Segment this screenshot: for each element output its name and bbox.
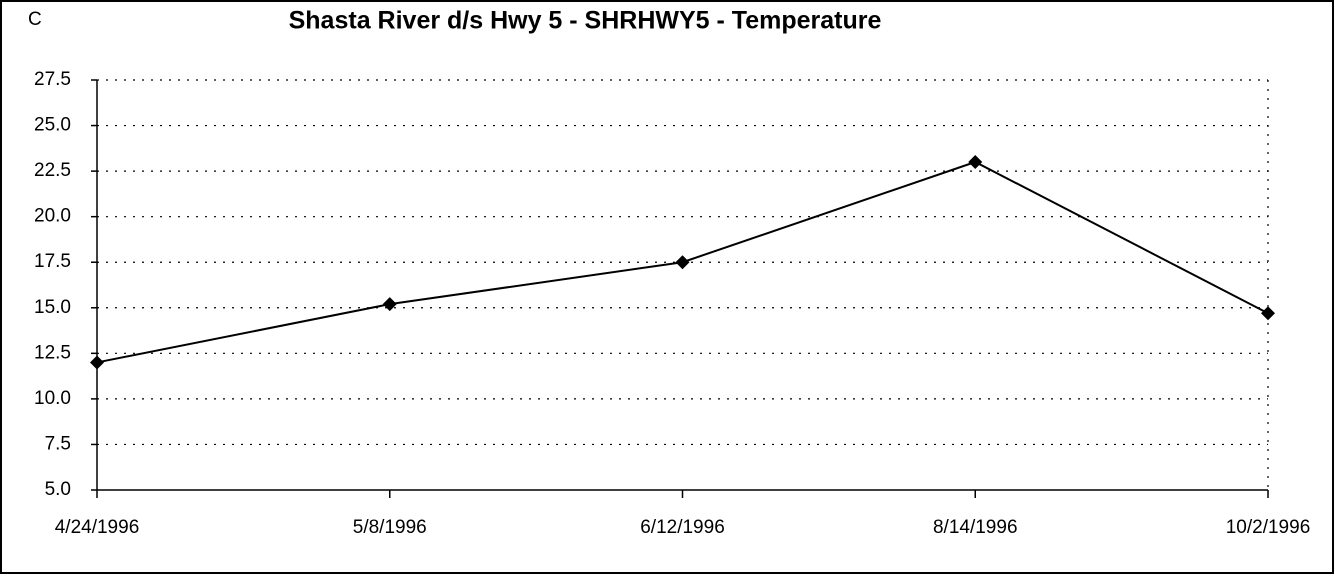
y-tick-label: 25.0 — [34, 115, 71, 136]
x-tick-label: 10/2/1996 — [1226, 517, 1311, 538]
x-tick-label: 6/12/1996 — [640, 517, 725, 538]
data-point — [675, 255, 690, 270]
y-tick-label: 17.5 — [34, 251, 71, 272]
data-point — [382, 297, 397, 312]
data-point — [1261, 306, 1275, 321]
y-tick-label: 5.0 — [45, 479, 71, 500]
chart-title: Shasta River d/s Hwy 5 - SHRHWY5 - Tempe… — [289, 7, 882, 35]
y-tick-label: 27.5 — [34, 69, 71, 90]
data-point — [90, 355, 104, 370]
y-tick-label: 10.0 — [34, 388, 71, 409]
data-point — [968, 155, 983, 169]
y-axis-label: C — [28, 9, 42, 30]
y-tick-label: 12.5 — [34, 342, 71, 363]
y-tick-label: 7.5 — [45, 433, 71, 454]
y-tick-label: 22.5 — [34, 160, 71, 181]
x-tick-label: 5/8/1996 — [353, 517, 427, 538]
y-tick-label: 20.0 — [34, 206, 71, 227]
x-tick-label: 8/14/1996 — [933, 517, 1018, 538]
y-tick-label: 15.0 — [34, 297, 71, 318]
x-tick-label: 4/24/1996 — [55, 517, 140, 538]
